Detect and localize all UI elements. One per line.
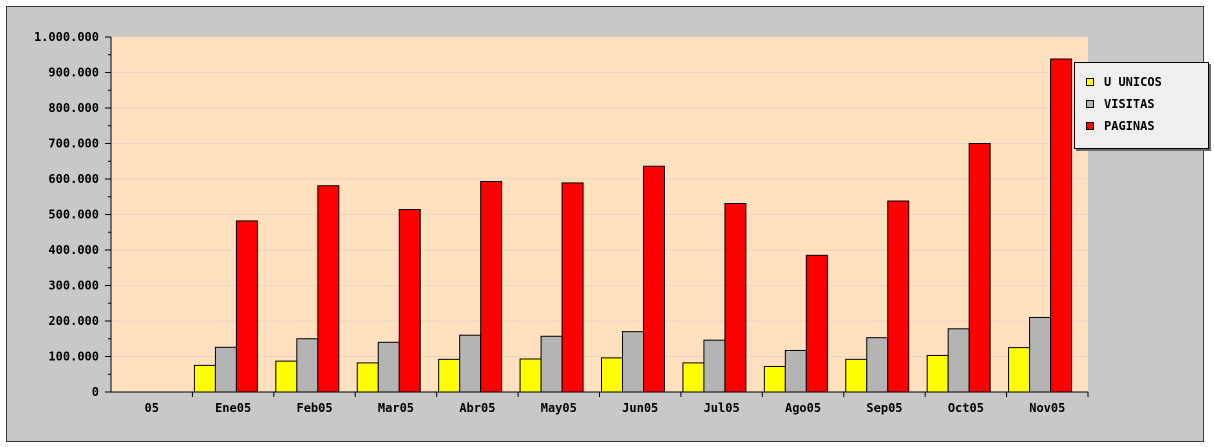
legend: U UNICOS VISITAS PAGINAS	[1074, 62, 1209, 149]
bar-chart: 0 100.000 200.000 300.000 400.000 500.000 600.…	[34, 30, 1089, 415]
bar-u-unicos	[763, 365, 786, 393]
bar-u-unicos	[438, 358, 461, 393]
legend-item-paginas: PAGINAS	[1086, 115, 1208, 137]
gridlines	[111, 36, 1088, 357]
x-tick-label: 05	[144, 401, 158, 415]
legend-item-u-unicos: U UNICOS	[1086, 71, 1208, 93]
y-tick-label: 400.000	[48, 243, 99, 257]
legend-swatch-paginas	[1086, 122, 1094, 130]
bar-u-unicos	[601, 357, 623, 393]
axes	[105, 36, 1089, 397]
bar-visitas	[947, 328, 970, 393]
bar-paginas	[480, 180, 503, 393]
bar-visitas	[296, 338, 319, 393]
y-tick-label: 0	[92, 385, 99, 399]
bar-visitas	[784, 349, 807, 393]
bar-u-unicos	[926, 354, 949, 393]
bar-paginas	[235, 220, 258, 393]
chart-frame: 0 100.000 200.000 300.000 400.000 500.000 600.…	[6, 6, 1209, 442]
bar-paginas	[398, 209, 421, 393]
legend-label-u-unicos: U UNICOS	[1104, 75, 1162, 89]
bar-paginas	[887, 200, 910, 393]
bar-visitas	[703, 339, 726, 393]
bar-visitas	[377, 341, 400, 393]
bar-visitas	[622, 331, 644, 393]
bar-visitas	[214, 346, 237, 393]
bars	[193, 58, 1073, 393]
bar-u-unicos	[682, 362, 705, 393]
x-tick-label: Oct05	[948, 401, 984, 415]
bar-paginas	[1050, 58, 1073, 393]
y-tick-label: 500.000	[48, 208, 99, 222]
x-tick-label: Abr05	[459, 401, 495, 415]
bar-paginas	[317, 185, 340, 393]
bar-visitas	[866, 337, 889, 393]
bar-paginas	[561, 182, 584, 393]
bar-paginas	[968, 143, 991, 393]
legend-label-visitas: VISITAS	[1104, 97, 1155, 111]
y-tick-label: 700.000	[48, 137, 99, 151]
bar-u-unicos	[275, 360, 298, 393]
bar-paginas	[724, 202, 747, 393]
bar-paginas	[643, 165, 665, 393]
legend-item-visitas: VISITAS	[1086, 93, 1208, 115]
x-tick-label: Sep05	[866, 401, 902, 415]
bar-visitas	[540, 335, 563, 393]
y-tick-labels: 0 100.000 200.000 300.000 400.000 500.000 600.…	[34, 30, 99, 399]
y-tick-label: 600.000	[48, 172, 99, 186]
bar-u-unicos	[193, 364, 216, 393]
bar-paginas	[805, 254, 828, 393]
x-tick-label: Jul05	[704, 401, 740, 415]
bar-visitas	[1029, 316, 1052, 393]
x-tick-label: May05	[541, 401, 577, 415]
bar-visitas	[459, 334, 482, 393]
y-tick-label: 900.000	[48, 66, 99, 80]
bar-u-unicos	[519, 358, 542, 393]
legend-label-paginas: PAGINAS	[1104, 119, 1155, 133]
x-tick-labels: 05 Ene05 Feb05 Mar05 Abr05 May05 Jun05 Jul05 Ago…	[144, 401, 1065, 415]
x-tick-label: Feb05	[296, 401, 332, 415]
bar-u-unicos	[845, 358, 868, 393]
y-tick-label: 300.000	[48, 279, 99, 293]
legend-swatch-u-unicos	[1086, 78, 1094, 86]
y-tick-label: 200.000	[48, 314, 99, 328]
bar-u-unicos	[356, 362, 379, 393]
x-tick-label: Ene05	[215, 401, 251, 415]
x-tick-label: Ago05	[785, 401, 821, 415]
y-tick-label: 1.000.000	[34, 30, 99, 44]
legend-swatch-visitas	[1086, 100, 1094, 108]
x-tick-label: Jun05	[622, 401, 658, 415]
y-tick-label: 100.000	[48, 350, 99, 364]
x-tick-label: Mar05	[378, 401, 414, 415]
bar-u-unicos	[1008, 347, 1031, 393]
x-tick-label: Nov05	[1029, 401, 1065, 415]
y-tick-label: 800.000	[48, 101, 99, 115]
